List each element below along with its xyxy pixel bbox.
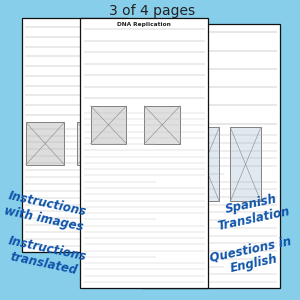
Circle shape — [235, 138, 256, 162]
Circle shape — [220, 61, 244, 88]
Bar — [80, 18, 208, 288]
Circle shape — [158, 60, 200, 108]
Text: DNA Replication: DNA Replication — [117, 22, 171, 27]
Circle shape — [194, 100, 228, 140]
Bar — [26, 122, 64, 165]
Circle shape — [106, 88, 135, 122]
Bar — [189, 127, 219, 201]
Bar — [142, 24, 280, 288]
Bar — [230, 127, 261, 201]
Bar — [144, 106, 180, 144]
Circle shape — [179, 150, 206, 180]
Text: 3 of 4 pages: 3 of 4 pages — [109, 4, 195, 19]
Text: Questions in
English: Questions in English — [209, 234, 296, 279]
Text: Instructions
translated: Instructions translated — [4, 235, 88, 278]
Circle shape — [68, 116, 103, 154]
Circle shape — [138, 118, 167, 152]
Circle shape — [48, 72, 70, 96]
Text: Instructions
with images: Instructions with images — [3, 189, 88, 234]
Bar — [147, 127, 178, 201]
Bar — [22, 18, 128, 252]
Bar — [77, 122, 116, 165]
Bar — [91, 106, 126, 144]
Text: Spanish
Translation: Spanish Translation — [213, 190, 291, 233]
